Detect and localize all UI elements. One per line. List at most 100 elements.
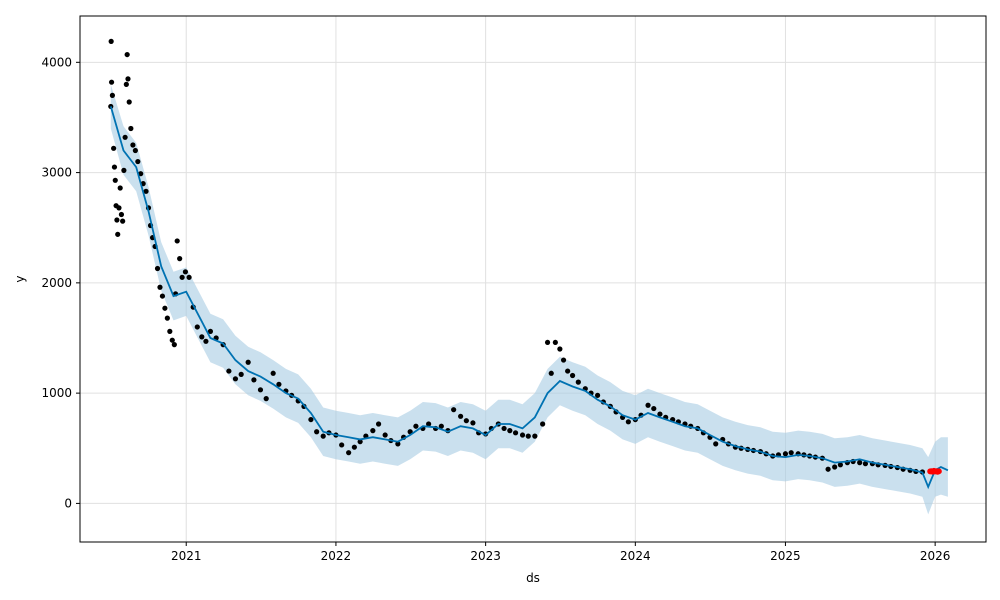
observed-point [560,357,567,363]
observed-point [552,339,558,346]
observed-point [120,218,126,224]
x-tick-label: 2022 [321,549,352,563]
observed-point [458,413,464,419]
observed-point [651,405,657,412]
observed-point [788,450,794,456]
observed-point [132,147,138,154]
y-tick-label: 1000 [41,386,72,400]
observed-point [154,265,161,272]
observed-point [169,337,175,343]
observed-point [123,81,129,87]
observed-point [126,99,132,105]
x-tick-label: 2026 [920,549,951,563]
observed-point [544,339,551,346]
y-axis-ticks: 0 1000 2000 3000 4000 [41,55,80,510]
x-tick-label: 2024 [620,549,651,563]
observed-point [186,274,192,280]
observed-point [174,238,180,244]
observed-point [548,370,554,376]
observed-point [320,433,326,439]
x-axis-ticks: 2021 2022 2023 2024 2025 2026 [171,542,950,563]
observed-point [276,381,282,387]
observed-point [375,421,382,427]
observed-point [346,450,352,456]
observed-point [117,185,123,191]
observed-point [657,411,663,417]
observed-point [245,359,251,365]
highlight-points [927,467,942,475]
observed-point [569,372,576,379]
x-tick-label: 2021 [171,549,202,563]
forecast-path [109,106,949,490]
observed-point [164,315,170,321]
observed-point [507,428,513,434]
observed-point [413,423,419,429]
observed-point [862,461,869,467]
highlight-point [935,468,942,475]
observed-point [179,274,185,280]
observed-point [782,451,789,457]
observed-point [159,293,166,299]
observed-point [171,342,177,348]
observed-point [351,444,357,450]
observed-point [232,376,239,382]
observed-point [138,171,144,177]
observed-point [857,460,863,466]
observed-point [594,392,601,398]
grid [80,16,986,542]
observed-point [194,324,200,330]
x-tick-label: 2023 [470,549,501,563]
observed-point [470,420,476,426]
observed-point [135,158,141,165]
observed-point [108,38,114,44]
observed-point [525,433,531,439]
observed-point [125,76,131,82]
observed-point [108,79,115,85]
observed-point [121,167,127,173]
observed-point [501,425,507,432]
observed-point [182,269,189,275]
observed-point [263,396,269,402]
observed-point [130,142,136,148]
observed-point [251,377,257,383]
observed-point [463,418,469,424]
observed-point [575,379,581,385]
observed-point [109,92,116,98]
observed-point [825,466,831,472]
x-tick-label: 2025 [770,549,801,563]
observed-point [167,328,173,334]
observed-point [339,442,345,448]
observed-point [112,177,118,183]
observed-point [426,421,432,427]
observed-point [308,416,314,423]
observed-point [540,421,546,427]
y-tick-label: 0 [64,496,72,510]
observed-point [115,231,121,237]
observed-point [128,125,134,132]
observed-point [832,464,838,470]
observed-point [114,217,120,223]
observed-point [382,432,388,438]
uncertainty-band [110,84,948,515]
observed-point [157,284,163,290]
observed-point [407,429,413,435]
observed-point [207,328,214,334]
observed-point [238,371,244,377]
observed-point [203,338,209,344]
observed-point [395,441,401,447]
observed-point [199,334,205,340]
observed-point [111,145,117,151]
observed-point [557,346,563,352]
y-axis-label: y [13,275,27,282]
observed-point [645,402,651,408]
observed-point [837,462,844,468]
y-tick-label: 3000 [41,166,72,180]
observed-point [162,305,168,311]
observed-point [143,188,149,194]
observed-point [314,429,320,435]
observed-point [370,428,376,434]
observed-point [116,205,122,211]
observed-point [451,407,457,413]
observed-point [257,387,264,393]
